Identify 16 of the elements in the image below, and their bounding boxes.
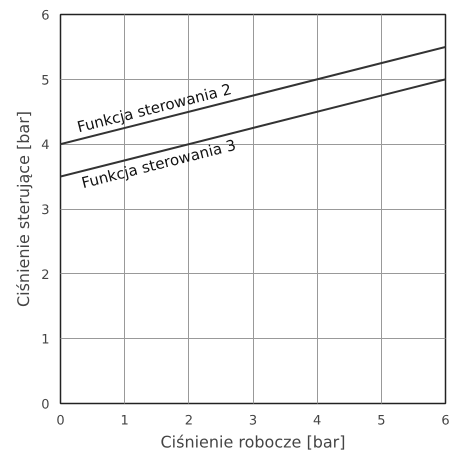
y-tick-label: 6 <box>41 8 50 24</box>
y-tick-label: 1 <box>41 332 50 348</box>
x-tick-label: 1 <box>120 414 129 428</box>
x-tick-label: 0 <box>56 414 65 428</box>
y-tick-label: 3 <box>41 203 50 218</box>
x-tick-label: 6 <box>441 414 450 428</box>
x-tick-label: 4 <box>313 414 322 428</box>
x-tick-label: 3 <box>248 414 258 428</box>
y-tick-label: 5 <box>41 73 50 88</box>
y-tick-label: 4 <box>41 138 50 154</box>
x-axis-title: Ciśnienie robocze [bar] <box>160 432 346 452</box>
y-tick-label: 0 <box>41 398 50 412</box>
y-tick-label: 2 <box>41 268 50 283</box>
x-tick-label: 5 <box>377 414 386 428</box>
y-axis-title: Ciśnienie sterujące [bar] <box>14 110 34 308</box>
x-tick-label: 2 <box>184 414 193 428</box>
